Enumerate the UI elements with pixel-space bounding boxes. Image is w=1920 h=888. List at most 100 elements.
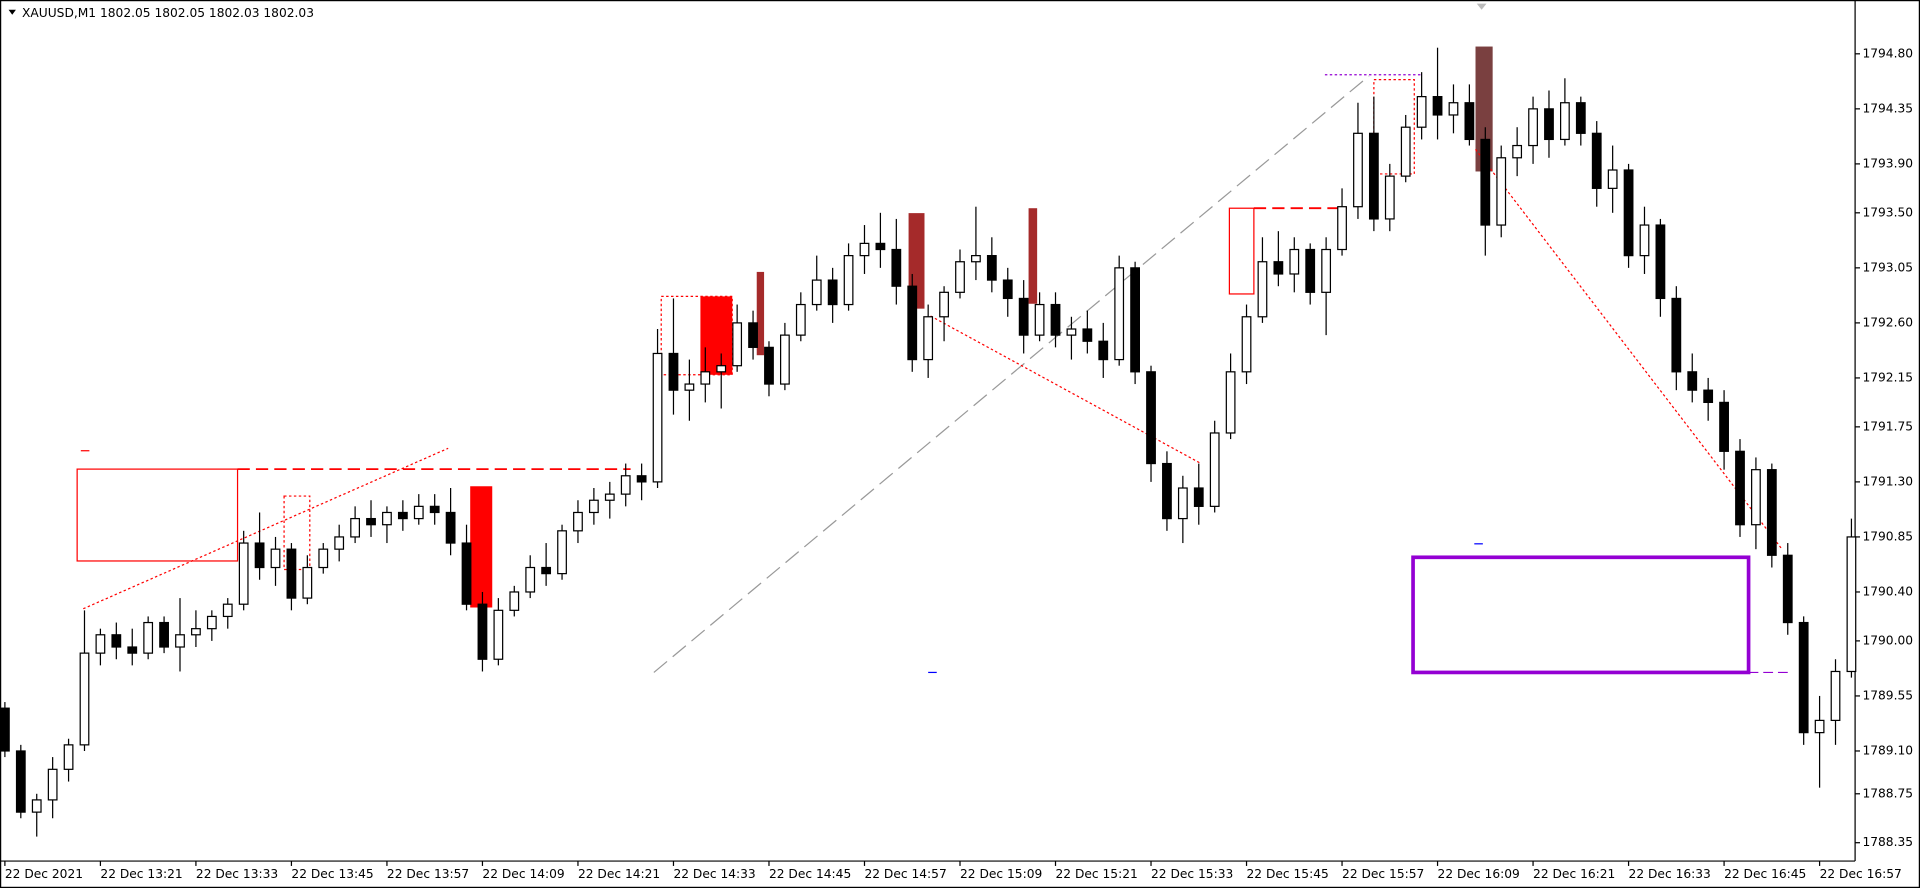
candle-body bbox=[923, 316, 934, 361]
candle-body bbox=[652, 352, 663, 483]
x-tick-label: 22 Dec 15:33 bbox=[1151, 867, 1233, 881]
candle-body bbox=[477, 603, 488, 660]
candle-body bbox=[1496, 157, 1507, 226]
decorations bbox=[0, 0, 1856, 862]
candle-body bbox=[445, 511, 456, 544]
candle-body bbox=[843, 255, 854, 306]
y-tick-label: 1790.00 bbox=[1862, 633, 1913, 647]
x-tick-label: 22 Dec 16:21 bbox=[1533, 867, 1615, 881]
x-tick-label: 22 Dec 2021 bbox=[5, 867, 83, 881]
candle-body bbox=[795, 303, 806, 336]
candle-body bbox=[1782, 554, 1793, 624]
candle-body bbox=[1289, 248, 1300, 275]
candle-body bbox=[986, 255, 997, 281]
candle-body bbox=[891, 248, 902, 287]
candle-body bbox=[1560, 102, 1570, 141]
candle-body bbox=[1655, 224, 1666, 300]
candle-body bbox=[429, 505, 440, 514]
candle-body bbox=[286, 548, 297, 599]
candle-body bbox=[382, 511, 392, 526]
candle-body bbox=[668, 352, 679, 391]
candle-body bbox=[1735, 450, 1745, 526]
candle-body bbox=[47, 768, 58, 801]
candle-body bbox=[557, 530, 567, 575]
candle-body bbox=[1798, 621, 1809, 734]
candle-body bbox=[1162, 462, 1172, 520]
candle-body bbox=[1321, 248, 1332, 293]
candle-body bbox=[334, 536, 345, 550]
x-tick-label: 22 Dec 14:45 bbox=[769, 867, 851, 881]
candle-body bbox=[0, 707, 10, 752]
candle-body bbox=[1368, 132, 1379, 220]
candle-body bbox=[1528, 108, 1538, 147]
candle-body bbox=[461, 542, 472, 605]
candle-body bbox=[1416, 96, 1427, 128]
candle-body bbox=[573, 511, 583, 532]
candle-body bbox=[1846, 536, 1857, 673]
candle-body bbox=[620, 475, 631, 495]
candle-body bbox=[1146, 371, 1156, 465]
candle-body bbox=[1353, 132, 1363, 208]
zone-box bbox=[76, 468, 239, 562]
candle-body bbox=[1273, 261, 1284, 275]
x-tick-label: 22 Dec 16:57 bbox=[1820, 867, 1902, 881]
trend-line bbox=[1475, 149, 1783, 550]
candle-body bbox=[684, 383, 695, 391]
candle-body bbox=[1591, 132, 1602, 189]
candle-body bbox=[127, 646, 138, 654]
candle-body bbox=[1607, 169, 1618, 189]
candle-body bbox=[222, 603, 233, 618]
candle-body bbox=[1018, 297, 1029, 336]
x-tick-label: 22 Dec 14:33 bbox=[673, 867, 755, 881]
candle-body bbox=[1241, 316, 1252, 373]
candle-body bbox=[1257, 261, 1268, 318]
shift-marker bbox=[1476, 3, 1487, 10]
x-tick-label: 22 Dec 13:45 bbox=[291, 867, 373, 881]
candle-body bbox=[493, 609, 504, 660]
y-tick-label: 1793.50 bbox=[1862, 205, 1913, 219]
candle-body bbox=[1050, 303, 1061, 336]
candle-body bbox=[955, 261, 965, 293]
y-tick-label: 1794.80 bbox=[1862, 46, 1913, 60]
zone-box bbox=[1411, 555, 1751, 675]
x-tick-label: 22 Dec 16:09 bbox=[1438, 867, 1520, 881]
y-tick-label: 1792.60 bbox=[1862, 315, 1913, 329]
candle-body bbox=[700, 371, 711, 385]
candle-body bbox=[716, 365, 727, 373]
candle-body bbox=[238, 542, 249, 605]
x-tick-label: 22 Dec 14:21 bbox=[578, 867, 660, 881]
zone-block bbox=[470, 486, 493, 608]
candle-body bbox=[1432, 96, 1443, 116]
candle-body bbox=[827, 279, 838, 306]
candle-body bbox=[206, 615, 217, 630]
candle-body bbox=[366, 517, 376, 526]
x-tick-label: 22 Dec 14:09 bbox=[482, 867, 564, 881]
candle-body bbox=[175, 634, 185, 648]
candle-body bbox=[1305, 248, 1316, 293]
x-tick-label: 22 Dec 13:33 bbox=[196, 867, 278, 881]
candle-body bbox=[541, 566, 552, 575]
candle-body bbox=[1751, 469, 1761, 526]
candle-body bbox=[143, 621, 154, 654]
candle-body bbox=[1337, 206, 1347, 251]
candle-body bbox=[191, 628, 201, 636]
y-tick-label: 1788.75 bbox=[1862, 786, 1913, 800]
candle-body bbox=[413, 505, 424, 520]
y-tick-label: 1793.90 bbox=[1862, 156, 1913, 170]
candle-body bbox=[63, 744, 74, 770]
candle-body bbox=[1193, 487, 1204, 507]
candle-body bbox=[811, 279, 822, 306]
candle-body bbox=[636, 475, 647, 483]
x-tick-label: 22 Dec 15:09 bbox=[960, 867, 1042, 881]
candle-body bbox=[15, 750, 26, 813]
candle-body bbox=[907, 285, 918, 361]
x-tick-label: 22 Dec 13:21 bbox=[100, 867, 182, 881]
candle-body bbox=[588, 499, 599, 514]
candle-body bbox=[1671, 297, 1682, 373]
candle-body bbox=[1639, 224, 1650, 257]
zone-block bbox=[1028, 208, 1038, 304]
candle-body bbox=[971, 255, 981, 263]
candle-body bbox=[875, 242, 886, 251]
